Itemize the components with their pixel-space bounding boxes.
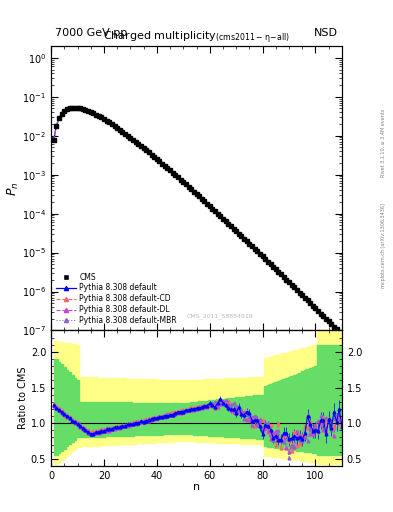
Pythia 8.308 default-CD bbox=[257, 251, 262, 257]
Pythia 8.308 default-DL bbox=[324, 315, 329, 322]
Pythia 8.308 default-MBR bbox=[139, 143, 143, 149]
Y-axis label: Ratio to CMS: Ratio to CMS bbox=[18, 367, 28, 430]
Pythia 8.308 default bbox=[186, 184, 191, 190]
Pythia 8.308 default-MBR bbox=[334, 326, 339, 332]
X-axis label: n: n bbox=[193, 482, 200, 492]
Pythia 8.308 default-DL bbox=[334, 326, 339, 332]
Line: CMS: CMS bbox=[51, 105, 344, 337]
Text: mcplots.cern.ch [arXiv:1306.3436]: mcplots.cern.ch [arXiv:1306.3436] bbox=[381, 203, 386, 288]
Pythia 8.308 default-CD bbox=[73, 104, 77, 111]
Pythia 8.308 default-DL bbox=[186, 184, 191, 190]
Pythia 8.308 default-DL bbox=[194, 191, 199, 197]
Legend: CMS, Pythia 8.308 default, Pythia 8.308 default-CD, Pythia 8.308 default-DL, Pyt: CMS, Pythia 8.308 default, Pythia 8.308 … bbox=[55, 271, 178, 327]
CMS bbox=[334, 326, 339, 332]
Pythia 8.308 default-CD bbox=[194, 191, 199, 197]
Line: Pythia 8.308 default: Pythia 8.308 default bbox=[54, 108, 342, 335]
Pythia 8.308 default bbox=[324, 316, 329, 322]
Pythia 8.308 default-DL bbox=[51, 137, 56, 143]
Pythia 8.308 default bbox=[139, 143, 143, 149]
CMS bbox=[51, 137, 56, 143]
Pythia 8.308 default-MBR bbox=[340, 332, 344, 338]
Pythia 8.308 default-CD bbox=[139, 143, 143, 149]
Line: Pythia 8.308 default-CD: Pythia 8.308 default-CD bbox=[54, 108, 342, 334]
Y-axis label: $P_n$: $P_n$ bbox=[6, 181, 21, 196]
Pythia 8.308 default-DL bbox=[73, 104, 77, 111]
Text: CMS_2011_S8884919: CMS_2011_S8884919 bbox=[186, 313, 253, 319]
Pythia 8.308 default-CD bbox=[324, 315, 329, 322]
CMS bbox=[324, 316, 329, 322]
Pythia 8.308 default-CD bbox=[186, 184, 191, 190]
Line: Pythia 8.308 default-DL: Pythia 8.308 default-DL bbox=[54, 108, 342, 334]
Text: 7000 GeV pp: 7000 GeV pp bbox=[55, 28, 127, 38]
Line: Pythia 8.308 default-MBR: Pythia 8.308 default-MBR bbox=[54, 108, 342, 335]
Pythia 8.308 default-DL bbox=[340, 331, 344, 337]
Pythia 8.308 default-CD bbox=[334, 326, 339, 332]
Pythia 8.308 default bbox=[73, 104, 77, 111]
Title: Charged multiplicity$_{\mathregular{(cms2011-}}$$_{\mathregular{\eta}}$$_{\mathr: Charged multiplicity$_{\mathregular{(cms… bbox=[103, 30, 290, 46]
Pythia 8.308 default-CD bbox=[340, 331, 344, 337]
Pythia 8.308 default bbox=[194, 191, 199, 197]
CMS bbox=[340, 332, 344, 338]
Pythia 8.308 default-MBR bbox=[257, 251, 262, 257]
Pythia 8.308 default-MBR bbox=[324, 316, 329, 322]
Pythia 8.308 default-MBR bbox=[73, 104, 77, 111]
Pythia 8.308 default bbox=[340, 332, 344, 338]
Pythia 8.308 default bbox=[334, 326, 339, 332]
Text: NSD: NSD bbox=[314, 28, 338, 38]
Pythia 8.308 default bbox=[257, 251, 262, 257]
Pythia 8.308 default-MBR bbox=[186, 184, 191, 190]
CMS bbox=[73, 104, 77, 111]
CMS bbox=[194, 191, 199, 197]
Pythia 8.308 default-CD bbox=[51, 137, 56, 143]
CMS bbox=[257, 251, 262, 257]
Text: Rivet 3.1.10, ≥ 3.4M events: Rivet 3.1.10, ≥ 3.4M events bbox=[381, 109, 386, 178]
CMS bbox=[139, 143, 143, 149]
Pythia 8.308 default-DL bbox=[257, 251, 262, 257]
CMS bbox=[186, 184, 191, 190]
Pythia 8.308 default-MBR bbox=[51, 137, 56, 143]
Pythia 8.308 default-DL bbox=[139, 143, 143, 149]
Pythia 8.308 default-MBR bbox=[194, 191, 199, 197]
Pythia 8.308 default bbox=[51, 137, 56, 143]
